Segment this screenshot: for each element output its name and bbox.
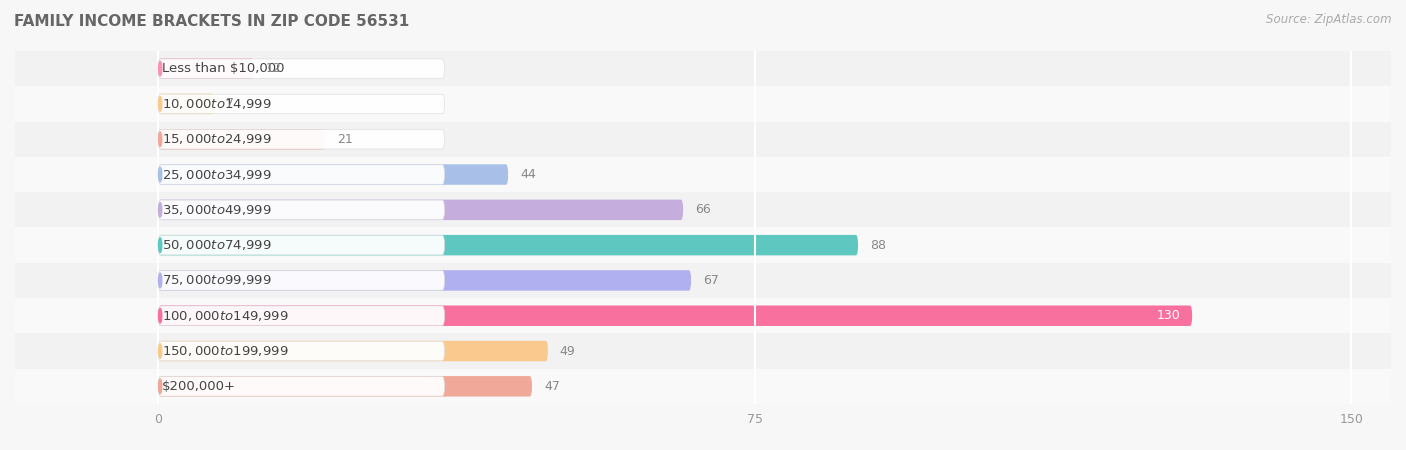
Circle shape [159,132,162,147]
Text: $25,000 to $34,999: $25,000 to $34,999 [162,167,271,181]
FancyBboxPatch shape [15,157,1391,192]
FancyBboxPatch shape [157,376,531,396]
Text: 12: 12 [266,62,281,75]
Text: $100,000 to $149,999: $100,000 to $149,999 [162,309,288,323]
FancyBboxPatch shape [15,122,1391,157]
FancyBboxPatch shape [157,235,444,255]
FancyBboxPatch shape [157,58,253,79]
Text: FAMILY INCOME BRACKETS IN ZIP CODE 56531: FAMILY INCOME BRACKETS IN ZIP CODE 56531 [14,14,409,28]
FancyBboxPatch shape [15,298,1391,333]
Text: 66: 66 [695,203,711,216]
Circle shape [159,379,162,394]
Text: $200,000+: $200,000+ [162,380,236,393]
Text: $50,000 to $74,999: $50,000 to $74,999 [162,238,271,252]
FancyBboxPatch shape [157,94,214,114]
FancyBboxPatch shape [157,270,692,291]
Circle shape [159,167,162,182]
Text: 21: 21 [337,133,353,146]
Text: $15,000 to $24,999: $15,000 to $24,999 [162,132,271,146]
FancyBboxPatch shape [157,59,444,78]
FancyBboxPatch shape [157,130,444,149]
Circle shape [159,273,162,288]
FancyBboxPatch shape [157,164,508,185]
Text: 130: 130 [1157,309,1180,322]
Circle shape [159,61,162,76]
FancyBboxPatch shape [15,228,1391,263]
FancyBboxPatch shape [157,306,444,325]
Text: $35,000 to $49,999: $35,000 to $49,999 [162,203,271,217]
Text: 44: 44 [520,168,536,181]
FancyBboxPatch shape [157,341,548,361]
FancyBboxPatch shape [157,341,444,361]
Text: $75,000 to $99,999: $75,000 to $99,999 [162,274,271,288]
Circle shape [159,344,162,358]
FancyBboxPatch shape [157,377,444,396]
Circle shape [159,97,162,111]
FancyBboxPatch shape [15,192,1391,228]
Circle shape [159,238,162,252]
Text: $150,000 to $199,999: $150,000 to $199,999 [162,344,288,358]
FancyBboxPatch shape [157,129,325,149]
FancyBboxPatch shape [15,51,1391,86]
Text: Source: ZipAtlas.com: Source: ZipAtlas.com [1267,14,1392,27]
FancyBboxPatch shape [157,235,858,255]
FancyBboxPatch shape [157,200,444,220]
FancyBboxPatch shape [15,263,1391,298]
Circle shape [159,308,162,323]
Text: 49: 49 [560,345,575,358]
FancyBboxPatch shape [15,86,1391,122]
FancyBboxPatch shape [157,271,444,290]
Circle shape [159,202,162,217]
Text: 47: 47 [544,380,560,393]
Text: 88: 88 [870,238,886,252]
FancyBboxPatch shape [15,369,1391,404]
FancyBboxPatch shape [15,333,1391,369]
FancyBboxPatch shape [157,165,444,184]
FancyBboxPatch shape [157,94,444,114]
Text: $10,000 to $14,999: $10,000 to $14,999 [162,97,271,111]
Text: 7: 7 [226,98,233,110]
FancyBboxPatch shape [157,200,683,220]
Text: 67: 67 [703,274,718,287]
FancyBboxPatch shape [157,306,1192,326]
Text: Less than $10,000: Less than $10,000 [162,62,284,75]
